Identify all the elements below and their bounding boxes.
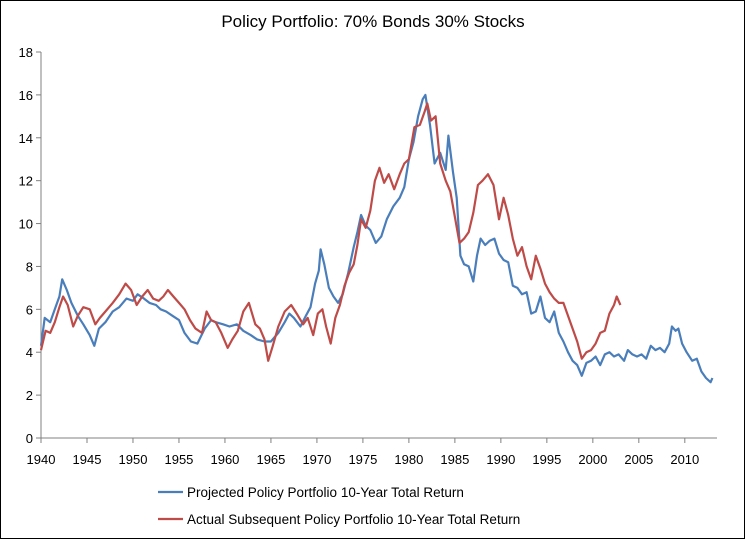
x-tick-label: 2005 [624,452,653,467]
axes [36,51,717,443]
x-tick-label: 1990 [486,452,515,467]
x-tick-label: 2000 [578,452,607,467]
series-lines [39,93,714,384]
x-tick-label: 1975 [348,452,377,467]
x-tick-label: 1960 [210,452,239,467]
x-tick-label: 2010 [670,452,699,467]
series-line-actual [39,102,622,362]
x-tick-label: 1970 [302,452,331,467]
x-tick-label: 1950 [119,452,148,467]
x-tick-label: 1985 [440,452,469,467]
y-tick-label: 4 [26,345,33,360]
x-tick-label: 1945 [73,452,102,467]
x-tick-label: 1995 [532,452,561,467]
x-tick-label: 1980 [394,452,423,467]
y-tick-label: 18 [19,45,33,60]
y-tick-label: 8 [26,259,33,274]
legend-label-actual: Actual Subsequent Policy Portfolio 10-Ye… [187,512,520,527]
y-tick-label: 6 [26,302,33,317]
series-line-projected [39,93,714,384]
y-tick-label: 14 [19,131,33,146]
tick-labels: 0 2 4 6 8 10 12 14 16 18 1940 1945 1950 1955 1960 1965 1… [19,45,700,467]
x-tick-label: 1940 [27,452,56,467]
y-tick-label: 0 [26,431,33,446]
x-tick-label: 1965 [256,452,285,467]
legend-label-projected: Projected Policy Portfolio 10-Year Total… [187,485,464,500]
y-tick-label: 12 [19,174,33,189]
x-tick-label: 1955 [164,452,193,467]
y-tick-label: 10 [19,217,33,232]
chart-title: Policy Portfolio: 70% Bonds 30% Stocks [221,12,524,31]
y-tick-label: 16 [19,88,33,103]
y-tick-label: 2 [26,388,33,403]
legend: Projected Policy Portfolio 10-Year Total… [158,485,520,527]
